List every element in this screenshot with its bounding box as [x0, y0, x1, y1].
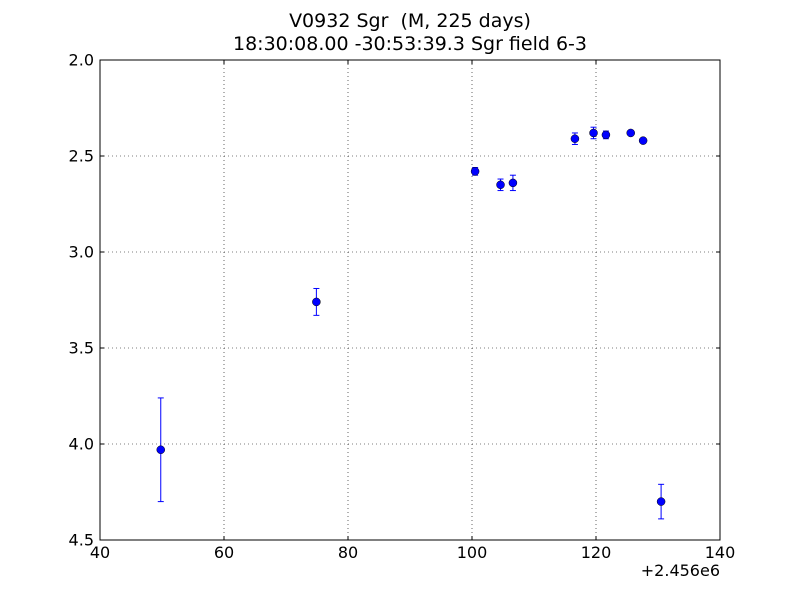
point-marker: [638, 136, 648, 145]
chart-title: V0932 Sgr (M, 225 days): [289, 10, 531, 32]
point-marker: [496, 180, 505, 190]
point-marker: [570, 134, 580, 143]
data-point: [589, 126, 598, 140]
y-tick-label: 3.0: [69, 243, 94, 262]
data-point: [656, 483, 666, 520]
x-tick-label: 80: [338, 543, 358, 562]
y-tick-label: 4.0: [69, 435, 94, 454]
data-point: [508, 174, 518, 192]
x-tick-label: 100: [457, 543, 488, 562]
point-marker: [589, 128, 598, 138]
axes-frame: [99, 59, 721, 541]
data-point: [626, 128, 635, 138]
data-point: [638, 136, 648, 145]
chart-subtitle: 18:30:08.00 -30:53:39.3 Sgr field 6-3: [233, 33, 587, 55]
x-tick-label: 40: [90, 543, 110, 562]
data-point: [156, 397, 166, 503]
data-point: [601, 130, 611, 140]
point-marker: [656, 497, 666, 506]
x-tick-label: 140: [705, 543, 736, 562]
point-marker: [601, 130, 611, 140]
data-point: [470, 167, 480, 176]
chart-title-block: V0932 Sgr (M, 225 days) 18:30:08.00 -30:…: [0, 10, 800, 56]
data-points: [156, 126, 666, 520]
point-marker: [156, 445, 166, 455]
y-tick-label: 2.0: [69, 51, 94, 70]
y-tick-label: 3.5: [69, 339, 94, 358]
point-marker: [312, 297, 321, 307]
tick-labels: 40 60 80 100 120 140 2.0 2.5 3.0 3.5 4.0 4.5: [69, 51, 736, 563]
x-tick-label: 120: [581, 543, 612, 562]
point-marker: [626, 128, 635, 138]
y-tick-label: 4.5: [69, 531, 94, 550]
grid-lines: [100, 60, 720, 540]
data-point: [312, 287, 321, 316]
point-marker: [508, 178, 518, 188]
x-tick-label: 60: [214, 543, 234, 562]
point-marker: [470, 167, 480, 176]
x-offset-label: +2.456e6: [641, 561, 720, 580]
data-point: [570, 132, 580, 145]
axis-ticks: [99, 59, 721, 541]
y-tick-label: 2.5: [69, 147, 94, 166]
data-point: [496, 178, 505, 192]
